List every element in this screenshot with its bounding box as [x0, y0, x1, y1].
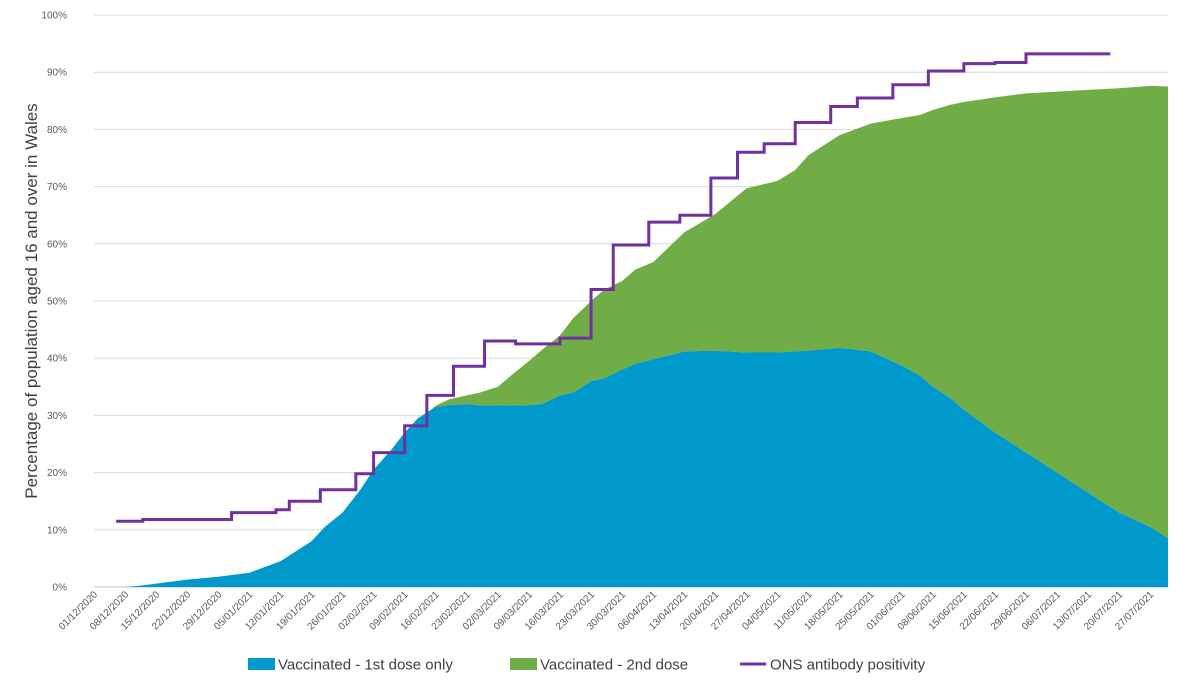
- y-tick-label: 70%: [47, 182, 67, 193]
- y-tick-label: 40%: [47, 354, 67, 365]
- y-tick-label: 100%: [41, 11, 67, 22]
- y-tick-label: 10%: [47, 525, 67, 536]
- area-2nd-dose: [94, 85, 1168, 587]
- plot-lines: [116, 52, 1111, 523]
- y-tick-label: 80%: [47, 125, 67, 136]
- y-tick-label: 0%: [53, 583, 68, 594]
- y-tick-label: 30%: [47, 411, 67, 422]
- area-1st-dose-only: [94, 347, 1168, 587]
- y-tick-label: 20%: [47, 468, 67, 479]
- y-tick-label: 60%: [47, 239, 67, 250]
- legend: Vaccinated - 1st dose only Vaccinated - 2…: [248, 657, 926, 674]
- y-axis-ticks: 0% 10% 20% 30% 40% 50% 60% 70% 80% 90% 100%: [41, 11, 67, 594]
- line-ons-antibody: [116, 52, 1111, 523]
- legend-label: Vaccinated - 2nd dose: [540, 657, 688, 674]
- y-axis-title: Percentage of population aged 16 and ove…: [22, 103, 41, 498]
- legend-label: Vaccinated - 1st dose only: [278, 657, 453, 674]
- x-axis-ticks: 01/12/202008/12/202015/12/202022/12/2020…: [57, 589, 1157, 632]
- y-tick-label: 90%: [47, 68, 67, 79]
- legend-swatch: [248, 658, 275, 670]
- legend-swatch: [510, 658, 537, 670]
- plot-areas: [94, 85, 1168, 587]
- y-tick-label: 50%: [47, 297, 67, 308]
- legend-label: ONS antibody positivity: [770, 657, 926, 674]
